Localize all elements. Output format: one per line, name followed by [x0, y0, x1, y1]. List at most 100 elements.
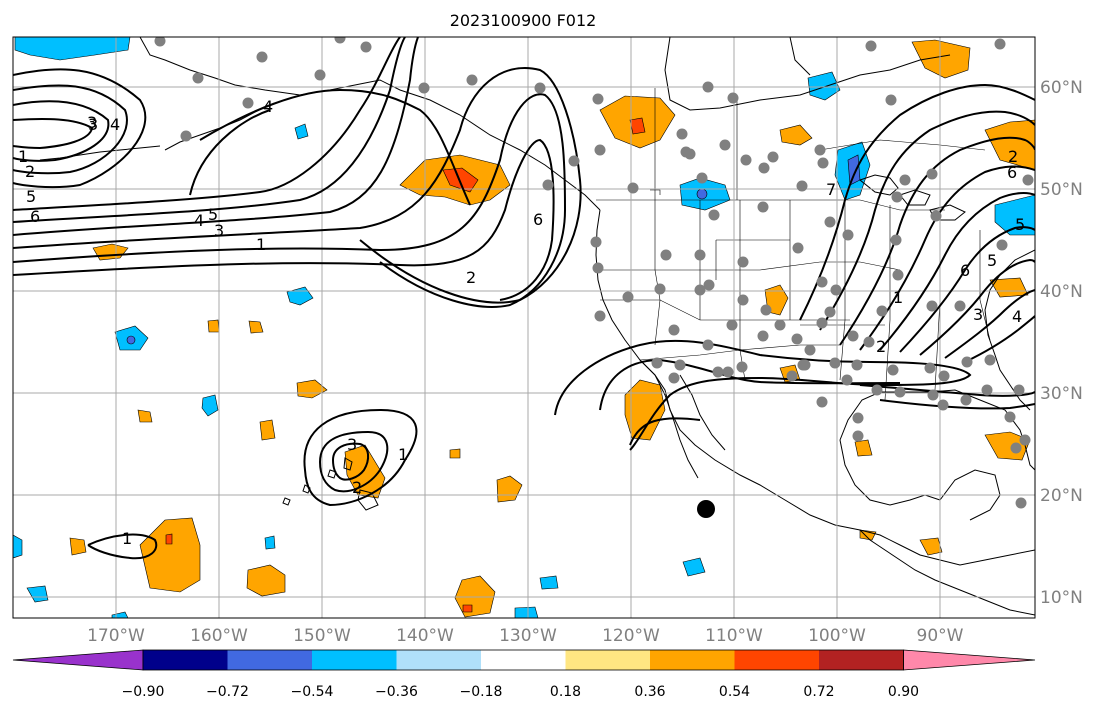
latitude-label: 10°N [1040, 588, 1083, 608]
station-dot [680, 146, 692, 158]
station-dot [994, 38, 1006, 50]
colorbar-tick-label: −0.72 [206, 684, 249, 700]
station-dot [926, 300, 938, 312]
station-dot [622, 291, 634, 303]
station-dot [927, 389, 939, 401]
station-dot [1010, 442, 1022, 454]
colorbar [12, 649, 1036, 671]
colorbar-tick-label: −0.54 [291, 684, 334, 700]
station-dot [590, 236, 602, 248]
station-dot [760, 304, 772, 316]
station-dot [829, 357, 841, 369]
contour-label: 4 [1012, 307, 1022, 326]
station-dot [799, 359, 811, 371]
station-dot [996, 239, 1008, 251]
station-dot [694, 249, 706, 261]
station-markers [154, 37, 1034, 509]
station-dot [703, 279, 715, 291]
colorbar-extend-high [903, 649, 1036, 671]
colorbar-tick-label: 0.18 [550, 684, 581, 700]
station-dot [954, 300, 966, 312]
station-dot [890, 234, 902, 246]
station-dot [774, 319, 786, 331]
colorbar-segment [227, 650, 312, 670]
station-dot [594, 310, 606, 322]
station-dot [1013, 384, 1025, 396]
contour-label: 6 [1007, 163, 1017, 182]
station-dot [542, 179, 554, 191]
station-dot [816, 276, 828, 288]
station-dot [891, 191, 903, 203]
station-dot [534, 82, 546, 94]
station-dot [722, 366, 734, 378]
contour-label: 2 [1008, 147, 1018, 166]
station-dot [712, 366, 724, 378]
station-dot [592, 93, 604, 105]
station-dot [960, 394, 972, 406]
colorbar-tick-label: 0.90 [888, 684, 919, 700]
station-dot [757, 330, 769, 342]
contour-label: 1 [18, 147, 28, 166]
station-dot [830, 284, 842, 296]
station-dot [594, 144, 606, 156]
contour-label: 3 [88, 115, 98, 134]
station-dot [727, 92, 739, 104]
station-dot [466, 74, 478, 86]
colorbar-segment [481, 650, 566, 670]
colorbar-segment [734, 650, 819, 670]
station-dot [887, 364, 899, 376]
station-dot [938, 370, 950, 382]
colorbar-tick-label: −0.36 [375, 684, 418, 700]
longitude-label: 170°W [87, 626, 145, 646]
station-dot [719, 139, 731, 151]
station-dot [154, 37, 166, 47]
station-dot [627, 182, 639, 194]
contour-label: 3 [973, 305, 983, 324]
contour-label: 2 [876, 337, 886, 356]
contour-label: 5 [1015, 215, 1025, 234]
contour-label: 1 [398, 445, 408, 464]
longitude-labels: 170°W 160°W 150°W 140°W 130°W 120°W 110°W 100°W… [87, 626, 964, 646]
contour-label: 1 [256, 235, 266, 254]
station-dot [360, 41, 372, 53]
station-dot [1004, 411, 1016, 423]
station-dot [804, 344, 816, 356]
contour-label: 3 [214, 221, 224, 240]
station-dot [334, 37, 346, 44]
station-dot [737, 256, 749, 268]
station-dot [694, 284, 706, 296]
station-dot [885, 94, 897, 106]
latitude-label: 40°N [1040, 282, 1083, 302]
station-dot [767, 151, 779, 163]
station-dot [851, 359, 863, 371]
longitude-label: 140°W [396, 626, 454, 646]
station-dot [568, 155, 580, 167]
contour-label: 6 [960, 261, 970, 280]
station-dot [814, 144, 826, 156]
colorbar-segment [819, 650, 904, 670]
contour-label: 4 [194, 211, 204, 230]
station-dot [736, 361, 748, 373]
station-dot [702, 81, 714, 93]
station-dot [865, 40, 877, 52]
station-dot [961, 356, 973, 368]
station-dot [984, 354, 996, 366]
station-dot [242, 97, 254, 109]
colorbar-segment [565, 650, 650, 670]
station-dot [651, 357, 663, 369]
contour-label: 1 [893, 288, 903, 307]
station-dot [256, 51, 268, 63]
contour-label: 2 [466, 268, 476, 287]
colorbar-frame [142, 649, 904, 671]
longitude-label: 160°W [190, 626, 248, 646]
latitude-label: 60°N [1040, 78, 1083, 98]
station-dot [852, 412, 864, 424]
station-dot [668, 324, 680, 336]
station-dot [817, 157, 829, 169]
longitude-label: 150°W [293, 626, 351, 646]
station-dot [841, 374, 853, 386]
longitude-label: 90°W [917, 626, 964, 646]
station-dot [758, 162, 770, 174]
station-dot [926, 168, 938, 180]
station-dot [314, 69, 326, 81]
